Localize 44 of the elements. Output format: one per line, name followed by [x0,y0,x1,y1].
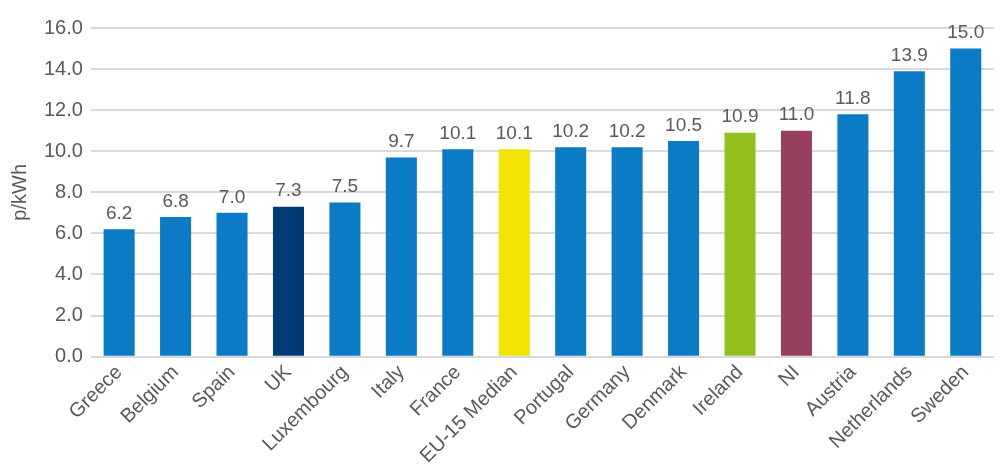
bar [216,212,248,356]
bar [103,229,135,356]
y-axis-title: p/kWh [7,163,30,221]
y-tick-label: 14.0 [43,56,83,79]
data-label: 10.1 [495,121,533,143]
bar [385,157,417,356]
y-tick-label: 2.0 [55,303,83,326]
data-label: 11.8 [835,87,871,108]
bar [498,149,530,356]
bar [272,206,304,356]
bar [724,132,756,356]
bar [555,147,587,356]
data-label: 7.5 [331,175,359,197]
y-tick-label: 6.0 [55,220,83,243]
bar [950,48,982,356]
y-tick-label: 16.0 [43,15,83,38]
data-label: 10.9 [721,105,759,127]
bar [160,216,192,356]
y-tick-label: 4.0 [55,261,83,284]
data-label: 10.5 [665,113,703,135]
data-label: 15.0 [947,21,985,43]
bar [837,114,869,356]
y-tick-label: 0.0 [55,344,83,367]
data-label: 10.2 [608,119,646,141]
data-label: 13.9 [890,43,928,65]
x-tick-label: NI [773,360,804,390]
bar [329,202,361,356]
data-label: 11.0 [778,103,815,125]
bar [780,130,812,356]
bar [442,149,474,356]
data-label: 7.0 [218,185,246,207]
bar [668,140,700,356]
bar [893,71,925,356]
y-tick-label: 12.0 [43,97,83,120]
x-tick-label: Italy [366,360,409,402]
y-tick-label: 8.0 [55,179,83,202]
y-tick-label: 10.0 [43,138,83,161]
data-label: 6.8 [162,189,189,211]
bar [611,147,643,356]
data-label: 7.3 [275,179,302,201]
data-label: 9.7 [388,130,415,152]
data-label: 10.2 [552,119,590,141]
data-label: 10.1 [439,121,477,143]
data-label: 6.2 [105,202,133,224]
